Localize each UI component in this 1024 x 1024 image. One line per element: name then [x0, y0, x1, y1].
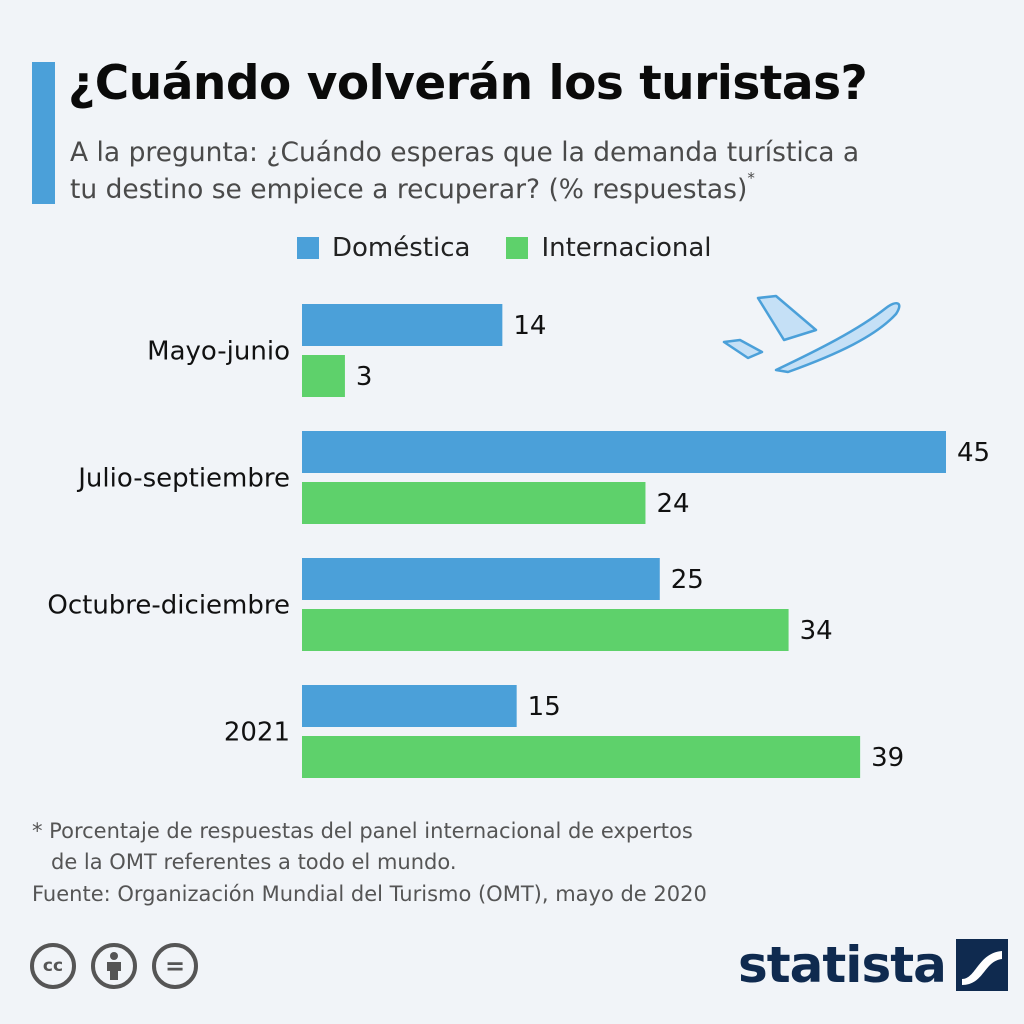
no-derivatives-icon[interactable]: =	[152, 943, 198, 989]
category-label-octubre-diciembre: Octubre-diciembre	[47, 591, 290, 621]
legend-swatch-internacional	[506, 237, 529, 259]
value-label-internacional-julio-septiembre: 24	[656, 489, 689, 519]
bar-internacional-octubre-diciembre	[302, 609, 789, 651]
cc-icon[interactable]: cc	[30, 943, 76, 989]
category-label-julio-septiembre: Julio-septiembre	[76, 464, 290, 494]
statista-brand[interactable]: statista	[738, 936, 1008, 994]
bar-domestica-julio-septiembre	[302, 431, 946, 473]
category-label-2021: 2021	[224, 718, 290, 748]
attribution-icon[interactable]	[91, 943, 137, 989]
chart-subtitle: A la pregunta: ¿Cuándo esperas que la de…	[70, 134, 859, 208]
statista-logo-icon	[955, 939, 1008, 991]
value-label-internacional-mayo-junio: 3	[356, 362, 373, 392]
value-label-domestica-julio-septiembre: 45	[957, 438, 990, 468]
legend-item-internacional: Internacional	[506, 233, 712, 263]
value-label-domestica-2021: 15	[528, 692, 561, 722]
license-icons: cc =	[30, 943, 213, 989]
legend-swatch-domestica	[297, 237, 319, 259]
legend-item-domestica: Doméstica	[297, 233, 470, 263]
legend-label-domestica: Doméstica	[332, 233, 471, 263]
person-icon	[107, 952, 121, 980]
value-label-domestica-octubre-diciembre: 25	[671, 565, 704, 595]
footnote-line-2: de la OMT referentes a todo el mundo.	[51, 850, 457, 874]
title-accent-bar	[32, 62, 55, 204]
subtitle-line-1: A la pregunta: ¿Cuándo esperas que la de…	[70, 137, 860, 168]
chart-title: ¿Cuándo volverán los turistas?	[68, 56, 868, 111]
legend-label-internacional: Internacional	[541, 233, 712, 263]
subtitle-line-2: tu destino se empiece a recuperar? (% re…	[70, 174, 748, 205]
value-label-domestica-mayo-junio: 14	[513, 311, 546, 341]
category-label-mayo-junio: Mayo-junio	[147, 337, 290, 367]
bar-domestica-2021	[302, 685, 517, 727]
value-label-internacional-octubre-diciembre: 34	[800, 616, 833, 646]
brand-name: statista	[738, 936, 947, 994]
bar-internacional-mayo-junio	[302, 355, 345, 397]
bar-internacional-2021	[302, 736, 861, 778]
footnote: * Porcentaje de respuestas del panel int…	[32, 816, 693, 878]
airplane-icon	[722, 294, 901, 374]
bar-internacional-julio-septiembre	[302, 482, 646, 524]
bar-domestica-mayo-junio	[302, 304, 503, 346]
bar-chart: Mayo-junio 14 3 Julio-septiembre 45 24 Octubre…	[47, 304, 990, 778]
bar-domestica-octubre-diciembre	[302, 558, 660, 600]
subtitle-asterisk: *	[747, 169, 755, 187]
source-text: Fuente: Organización Mundial del Turismo…	[32, 882, 707, 906]
value-label-internacional-2021: 39	[871, 743, 904, 773]
chart-legend: Doméstica Internacional	[297, 230, 712, 266]
footnote-line-1: * Porcentaje de respuestas del panel int…	[32, 819, 693, 843]
